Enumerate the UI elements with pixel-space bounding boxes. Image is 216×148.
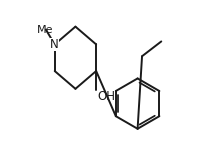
- Text: N: N: [50, 38, 59, 51]
- Text: OH: OH: [98, 90, 116, 103]
- Text: Me: Me: [37, 25, 54, 35]
